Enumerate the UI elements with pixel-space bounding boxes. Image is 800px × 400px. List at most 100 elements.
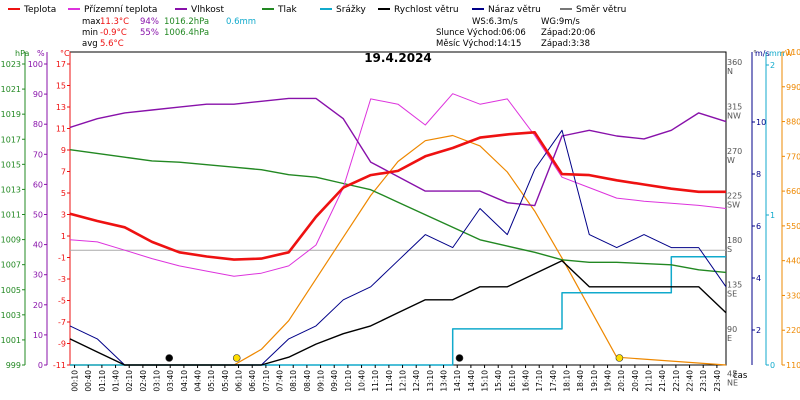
- stat-max-label: max: [82, 17, 101, 27]
- stat-max-temp: 11.3°C: [100, 17, 129, 27]
- humidity-axis-tick-label: 10: [33, 331, 43, 340]
- x-axis: 00:10 00:40 01:10 01:40 02:10 02:40 03:10 03:40…: [71, 365, 722, 392]
- stat-sun-set: Západ:20:06: [541, 28, 595, 38]
- solar-axis-tick-label: 330: [786, 291, 800, 300]
- humidity-axis-tick-label: 0: [38, 361, 43, 370]
- direction-tick-deg: 270: [727, 147, 742, 156]
- rain-axis-tick-label: 0: [770, 361, 775, 370]
- pressure-axis-tick-label: 1021: [1, 85, 21, 94]
- direction-tick-deg: 180: [727, 236, 742, 245]
- solar-axis-label: W: [785, 49, 793, 58]
- wind-axis-tick-label: 8: [756, 170, 761, 179]
- legend-label: Tlak: [277, 5, 298, 15]
- direction-tick-deg: 225: [727, 192, 742, 201]
- sun-moon-marker: [232, 354, 241, 362]
- stat-ws: WS:6.3m/s: [472, 17, 518, 27]
- stat-avg-label: avg: [82, 39, 98, 49]
- x-tick-label: 04:10: [180, 370, 189, 392]
- wind-axis-tick-label: 4: [756, 274, 761, 283]
- series-line: [70, 134, 727, 366]
- pressure-axis-tick-label: 1009: [1, 236, 21, 245]
- humidity-axis-label: %: [37, 49, 45, 58]
- x-tick-label: 02:10: [125, 370, 134, 392]
- rain-axis-label: mm: [769, 49, 785, 58]
- legend-label: Vlhkost: [191, 5, 224, 15]
- direction-tick-deg: 315: [727, 103, 742, 112]
- humidity-axis-tick-label: 100: [28, 60, 43, 69]
- pressure-axis-tick-label: 1015: [1, 160, 21, 169]
- x-tick-label: 01:40: [112, 370, 121, 392]
- stat-moon-rise: Měsíc Východ:14:15: [436, 39, 521, 49]
- x-tick-label: 03:40: [166, 370, 175, 392]
- humidity-axis-tick-label: 50: [33, 211, 43, 220]
- x-tick-label: 05:40: [221, 370, 230, 392]
- solar-axis-tick-label: 990: [786, 83, 800, 92]
- x-tick-label: 04:40: [194, 370, 203, 392]
- series-line: [70, 255, 726, 366]
- temperature-axis-tick-label: 17: [56, 60, 66, 69]
- x-tick-label: 11:40: [385, 370, 394, 392]
- x-tick-label: 16:10: [508, 370, 517, 392]
- pressure-axis-tick-label: 1001: [1, 336, 21, 345]
- series-line: [69, 260, 727, 366]
- x-tick-label: 19:10: [590, 370, 599, 392]
- x-tick-label: 13:40: [440, 370, 449, 392]
- x-tick-label: 08:10: [289, 370, 298, 392]
- sun-moon-marker: [165, 354, 174, 362]
- x-tick-label: 21:10: [645, 370, 654, 392]
- direction-tick-dir: NW: [727, 112, 741, 121]
- x-tick-label: 01:10: [98, 370, 107, 392]
- stat-min-temp: -0.9°C: [100, 28, 127, 38]
- direction-axis-label: °: [753, 49, 757, 58]
- stat-avg-temp: 5.6°C: [100, 39, 124, 49]
- x-tick-label: 15:10: [481, 370, 490, 392]
- x-tick-label: 13:10: [426, 370, 435, 392]
- pressure-axis-tick-label: 999: [6, 361, 21, 370]
- x-tick-label: 19:40: [604, 370, 613, 392]
- humidity-axis-tick-label: 20: [33, 301, 43, 310]
- x-tick-label: 11:10: [371, 370, 380, 392]
- rain-axis-tick-label: 2: [770, 61, 775, 70]
- x-tick-label: 05:10: [207, 370, 216, 392]
- stat-max-press: 1016.2hPa: [164, 17, 209, 27]
- legend: Teplota Přízemní teplota Vlhkost Tlak Srážky…: [8, 5, 626, 15]
- solar-axis-tick-label: 220: [786, 326, 800, 335]
- solar-axis-tick-label: 550: [786, 222, 800, 231]
- rain-axis-tick-label: 1: [770, 211, 775, 220]
- temperature-axis-tick-label: -7: [58, 318, 66, 327]
- series-line: [69, 149, 727, 274]
- wind-axis-tick-label: 2: [756, 326, 761, 335]
- x-tick-label: 07:40: [276, 370, 285, 392]
- legend-label: Náraz větru: [488, 5, 541, 15]
- x-tick-label: 20:40: [631, 370, 640, 392]
- direction-tick-dir: W: [727, 156, 735, 165]
- pressure-axis-tick-label: 1003: [1, 311, 21, 320]
- direction-tick-deg: 360: [727, 58, 742, 67]
- x-tick-label: 06:40: [248, 370, 257, 392]
- solar-axis-tick-label: 660: [786, 187, 800, 196]
- temperature-axis-tick-label: 11: [56, 125, 66, 134]
- x-tick-label: 10:40: [358, 370, 367, 392]
- temperature-axis-tick-label: -9: [58, 340, 66, 349]
- x-tick-label: 00:10: [71, 370, 80, 392]
- direction-tick-dir: E: [727, 334, 732, 343]
- wind-axis-label: m/s: [755, 49, 770, 58]
- direction-tick-deg: 45: [727, 370, 737, 379]
- legend-label: Směr větru: [576, 5, 626, 15]
- x-tick-label: 23:10: [699, 370, 708, 392]
- stat-precip: 0.6mm: [226, 17, 256, 27]
- x-tick-label: 21:40: [658, 370, 667, 392]
- x-tick-label: 17:40: [549, 370, 558, 392]
- stat-wg: WG:9m/s: [541, 17, 580, 27]
- temperature-axis-tick-label: 9: [61, 146, 66, 155]
- wind-axis-tick-label: 6: [756, 222, 761, 231]
- stat-min-hum: 55%: [140, 28, 159, 38]
- stats-block: max 11.3°C 94% 1016.2hPa 0.6mm min -0.9°…: [82, 17, 595, 49]
- direction-tick-deg: 90: [727, 325, 737, 334]
- stat-max-hum: 94%: [140, 17, 159, 27]
- x-tick-label: 17:10: [535, 370, 544, 392]
- direction-tick-dir: N: [727, 67, 733, 76]
- x-tick-label: 09:40: [330, 370, 339, 392]
